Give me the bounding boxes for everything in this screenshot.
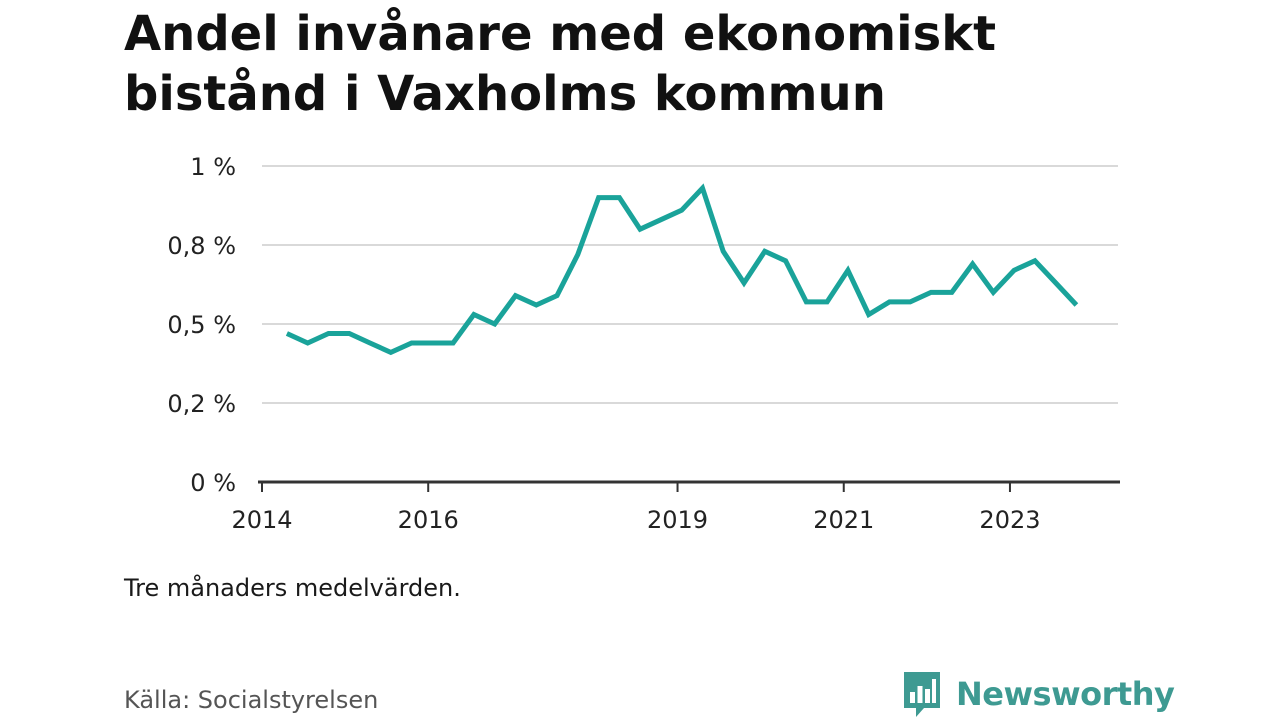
x-tick-label: 2016 [398, 506, 459, 534]
y-tick-label: 0,5 % [167, 311, 236, 339]
bar-chart-speech-bubble-icon [904, 672, 940, 717]
newsworthy-logo: Newsworthy [902, 670, 1175, 718]
y-tick-labels: 0 % 0,2 % 0,5 % 0,8 % 1 % [167, 153, 236, 497]
y-tick-label: 1 % [190, 153, 236, 181]
x-tick-label: 2014 [231, 506, 292, 534]
axis-layer [258, 480, 1120, 492]
series-line [285, 183, 1079, 356]
chart-title: Andel invånare med ekonomiskt bistånd i … [124, 6, 997, 122]
line-layer [285, 183, 1079, 356]
chart-note: Tre månaders medelvärden. [124, 574, 461, 602]
x-tick-label: 2019 [647, 506, 708, 534]
source-label: Källa: Socialstyrelsen [124, 686, 379, 714]
y-tick-label: 0,8 % [167, 232, 236, 260]
x-tick-labels: 2014 2016 2019 2021 2023 [231, 506, 1040, 534]
brand-name: Newsworthy [956, 675, 1175, 713]
x-tick-label: 2023 [979, 506, 1040, 534]
x-tick-label: 2021 [813, 506, 874, 534]
y-tick-label: 0,2 % [167, 390, 236, 418]
y-tick-label: 0 % [190, 469, 236, 497]
grid-layer [262, 165, 1118, 404]
